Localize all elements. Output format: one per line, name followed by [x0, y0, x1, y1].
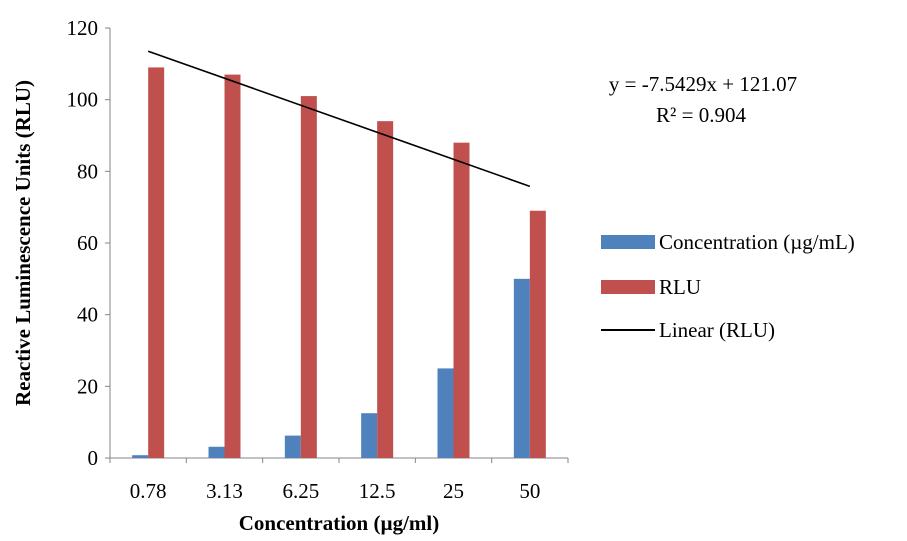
x-tick-label: 0.78: [130, 479, 167, 503]
y-tick-label: 0: [88, 446, 99, 470]
y-tick-label: 60: [77, 231, 98, 255]
bar-rlu: [529, 210, 546, 458]
y-tick-label: 100: [67, 88, 99, 112]
bar-concentration: [437, 368, 454, 458]
bar-rlu: [300, 96, 317, 458]
bar-rlu: [224, 74, 241, 458]
x-tick-label: 50: [519, 479, 540, 503]
legend: Concentration (µg/mL) RLU Linear (RLU): [601, 230, 855, 342]
trendline: [147, 50, 531, 188]
trendline-equation: y = -7.5429x + 121.07: [609, 72, 797, 96]
trendline-linear-rlu: [147, 50, 531, 188]
legend-swatch-concentration: [601, 235, 655, 249]
y-tick-label: 40: [77, 303, 98, 327]
x-tick-label: 12.5: [359, 479, 396, 503]
x-tick-label: 6.25: [282, 479, 319, 503]
legend-swatch-rlu: [601, 280, 655, 294]
x-axis-title: Concentration (µg/ml): [239, 511, 439, 535]
bars: [132, 67, 546, 459]
bar-rlu: [148, 67, 165, 459]
y-tick-label: 80: [77, 159, 98, 183]
x-tick-label: 3.13: [206, 479, 243, 503]
legend-label-concentration: Concentration (µg/mL): [659, 230, 855, 254]
legend-label-rlu: RLU: [659, 275, 701, 299]
bar-concentration: [208, 446, 225, 458]
y-tick-label: 120: [67, 16, 99, 40]
trendline-r-squared: R² = 0.904: [656, 103, 746, 127]
bar-concentration: [513, 278, 530, 458]
bar-concentration: [132, 455, 149, 458]
bar-rlu: [453, 142, 470, 458]
legend-label-linear-rlu: Linear (RLU): [659, 318, 775, 342]
bar-rlu: [377, 121, 394, 459]
y-tick-label: 20: [77, 374, 98, 398]
y-axis-title: Reactive Luminescence Units (RLU): [11, 80, 35, 406]
bar-concentration: [361, 413, 378, 458]
x-tick-label: 25: [443, 479, 464, 503]
bar-concentration: [284, 435, 301, 458]
axes: [109, 28, 568, 459]
x-ticks: 0.78 3.13 6.25 12.5 25 50: [109, 458, 569, 503]
y-ticks: 0 20 40 60 80 100 120: [67, 16, 110, 470]
